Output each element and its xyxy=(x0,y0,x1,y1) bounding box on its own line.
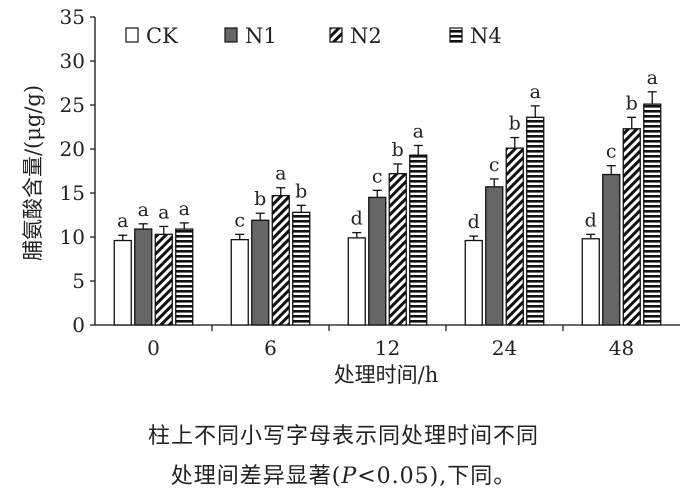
legend-label-N1: N1 xyxy=(245,24,277,48)
caption-line-1: 柱上不同小写字母表示同处理时间不同 xyxy=(147,424,539,449)
bar-N1-12 xyxy=(368,196,387,326)
y-tick-label: 30 xyxy=(60,49,85,73)
legend-swatch-N4 xyxy=(449,27,463,43)
bar-CK-0 xyxy=(113,239,132,326)
y-tick-label: 25 xyxy=(60,93,85,117)
bar-N2-24 xyxy=(505,147,524,326)
significance-letter: b xyxy=(626,92,638,114)
significance-letter: a xyxy=(530,81,541,103)
significance-letter: d xyxy=(585,209,597,231)
bar-N2-0 xyxy=(154,233,173,326)
bar-N1-6 xyxy=(251,219,270,326)
legend-label-CK: CK xyxy=(146,24,178,48)
significance-letter: d xyxy=(468,211,480,233)
bar-CK-6 xyxy=(230,238,249,326)
significance-letter: a xyxy=(647,67,658,89)
y-tick-label: 0 xyxy=(72,313,85,337)
caption-p-symbol: P xyxy=(341,464,358,489)
y-tick-label: 5 xyxy=(72,269,85,293)
significance-letter: d xyxy=(351,208,363,230)
significance-letter: a xyxy=(413,120,424,142)
bar-N1-24 xyxy=(485,186,504,326)
caption-line-2: 处理间差异显著(P<0.05),下同。 xyxy=(0,458,687,490)
bar-CK-24 xyxy=(464,239,483,326)
significance-letter: a xyxy=(138,199,149,221)
significance-letter: a xyxy=(275,163,286,185)
bar-N4-6 xyxy=(292,211,311,326)
significance-letter: b xyxy=(509,113,521,135)
legend-swatch-N2 xyxy=(329,27,343,43)
bar-N4-0 xyxy=(175,228,194,326)
significance-letter: a xyxy=(117,210,128,232)
y-tick-label: 20 xyxy=(60,137,85,161)
bar-N4-24 xyxy=(526,116,545,326)
legend-swatch-N1 xyxy=(224,27,238,43)
bar-N4-48 xyxy=(643,103,662,326)
significance-letter: c xyxy=(489,154,500,176)
axes: 0 5 10 15 20 25 30 35 0 6 12 24 48 xyxy=(60,5,680,360)
significance-letter: a xyxy=(158,201,169,223)
x-tick-label: 0 xyxy=(147,336,160,360)
x-tick-label: 12 xyxy=(375,336,400,360)
significance-letter: a xyxy=(179,198,190,220)
bar-CK-12 xyxy=(347,237,366,326)
bar-N2-6 xyxy=(271,194,290,326)
legend-swatch-CK xyxy=(125,27,139,43)
bar-N2-48 xyxy=(622,128,641,326)
legend-label-N4: N4 xyxy=(470,24,502,48)
x-tick-label: 24 xyxy=(492,336,517,360)
bar-N1-0 xyxy=(134,228,153,326)
significance-letter: b xyxy=(392,139,404,161)
caption-suffix: <0.05),下同。 xyxy=(357,464,517,489)
x-tick-label: 6 xyxy=(264,336,277,360)
bar-N2-12 xyxy=(388,172,407,326)
significance-letter: c xyxy=(372,165,383,187)
bar-N4-12 xyxy=(409,154,428,326)
bar-CK-48 xyxy=(581,238,600,326)
y-tick-label: 15 xyxy=(60,181,85,205)
legend: CK N1 N2 N4 xyxy=(125,24,502,48)
y-tick-label: 10 xyxy=(60,225,85,249)
significance-letter: b xyxy=(295,180,307,202)
significance-letter: b xyxy=(254,188,266,210)
significance-letter: c xyxy=(606,141,617,163)
y-axis-label: 脯氨酸含量/(μg/g) xyxy=(21,85,45,261)
bar-N1-48 xyxy=(602,173,621,326)
significance-letter: c xyxy=(234,209,245,231)
x-tick-label: 48 xyxy=(609,336,634,360)
y-tick-label: 35 xyxy=(60,5,85,29)
caption-prefix: 处理间差异显著( xyxy=(170,464,342,489)
legend-label-N2: N2 xyxy=(350,24,382,48)
x-axis-label: 处理时间/h xyxy=(334,363,439,387)
